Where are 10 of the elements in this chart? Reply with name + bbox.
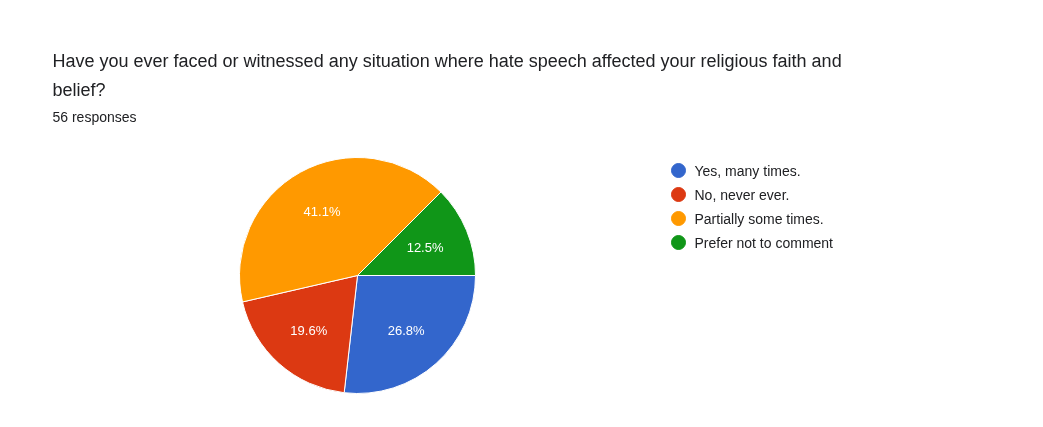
- legend-label: Partially some times.: [694, 210, 824, 227]
- data-label: 26.8%: [387, 322, 426, 338]
- legend-label: No, never ever.: [694, 186, 790, 203]
- chart-title: Have you ever faced or witnessed any situation where hate speech affected your religious faith and belief?: [52, 50, 842, 100]
- text: 56 responses: [52, 108, 137, 125]
- data-label: 41.1%: [303, 204, 341, 219]
- data-label: 12.5%: [406, 240, 444, 255]
- data-label: 19.6%: [290, 322, 328, 338]
- legend-label: Yes, many times.: [694, 162, 801, 179]
- legend-label: Prefer not to comment: [694, 234, 834, 251]
